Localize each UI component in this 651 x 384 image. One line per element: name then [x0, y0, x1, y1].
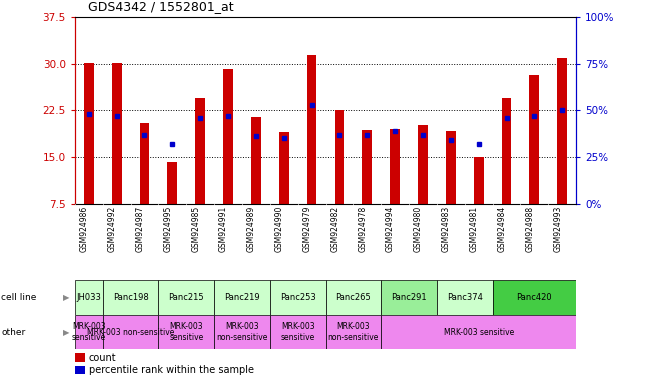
Bar: [167, 162, 177, 204]
Bar: [446, 131, 456, 204]
Text: MRK-003
sensitive: MRK-003 sensitive: [72, 323, 106, 342]
Text: MRK-003
sensitive: MRK-003 sensitive: [281, 323, 315, 342]
Bar: [195, 98, 205, 204]
Text: ▶: ▶: [63, 293, 70, 302]
Bar: [307, 55, 316, 204]
Text: Panc265: Panc265: [335, 293, 371, 302]
Text: GSM924986: GSM924986: [80, 206, 89, 252]
Text: other: other: [1, 328, 25, 337]
Bar: [335, 111, 344, 204]
Bar: [270, 280, 326, 315]
Text: percentile rank within the sample: percentile rank within the sample: [89, 364, 254, 375]
Bar: [75, 353, 85, 362]
Bar: [75, 280, 103, 315]
Bar: [474, 157, 484, 204]
Text: MRK-003 non-sensitive: MRK-003 non-sensitive: [87, 328, 174, 337]
Text: MRK-003 sensitive: MRK-003 sensitive: [443, 328, 514, 337]
Text: GSM924981: GSM924981: [469, 206, 478, 252]
Bar: [502, 98, 512, 204]
Bar: [381, 315, 576, 349]
Bar: [251, 117, 261, 204]
Text: cell line: cell line: [1, 293, 36, 302]
Text: GSM924987: GSM924987: [135, 206, 145, 252]
Bar: [75, 366, 85, 374]
Text: JH033: JH033: [76, 293, 101, 302]
Bar: [112, 63, 122, 204]
Text: GSM924990: GSM924990: [275, 206, 284, 252]
Text: Panc215: Panc215: [169, 293, 204, 302]
Text: GSM924980: GSM924980: [414, 206, 423, 252]
Bar: [363, 130, 372, 204]
Bar: [214, 280, 270, 315]
Bar: [493, 280, 576, 315]
Text: Panc374: Panc374: [447, 293, 482, 302]
Text: Panc219: Panc219: [224, 293, 260, 302]
Bar: [103, 315, 158, 349]
Bar: [418, 125, 428, 204]
Bar: [103, 280, 158, 315]
Text: GSM924985: GSM924985: [191, 206, 201, 252]
Bar: [223, 70, 233, 204]
Bar: [390, 129, 400, 204]
Bar: [279, 132, 288, 204]
Bar: [84, 63, 94, 204]
Text: GSM924992: GSM924992: [107, 206, 117, 252]
Text: GSM924989: GSM924989: [247, 206, 256, 252]
Text: count: count: [89, 353, 117, 362]
Bar: [437, 280, 493, 315]
Text: GSM924979: GSM924979: [303, 206, 312, 252]
Bar: [214, 315, 270, 349]
Text: GSM924994: GSM924994: [386, 206, 395, 252]
Text: MRK-003
non-sensitive: MRK-003 non-sensitive: [327, 323, 379, 342]
Bar: [529, 75, 539, 204]
Text: GSM924988: GSM924988: [525, 206, 534, 252]
Bar: [326, 315, 381, 349]
Bar: [158, 280, 214, 315]
Text: GSM924978: GSM924978: [358, 206, 367, 252]
Text: GSM924982: GSM924982: [331, 206, 339, 252]
Text: ▶: ▶: [63, 328, 70, 337]
Text: GSM924984: GSM924984: [497, 206, 506, 252]
Bar: [326, 280, 381, 315]
Bar: [381, 280, 437, 315]
Text: Panc253: Panc253: [280, 293, 316, 302]
Bar: [158, 315, 214, 349]
Text: MRK-003
sensitive: MRK-003 sensitive: [169, 323, 203, 342]
Text: Panc420: Panc420: [516, 293, 552, 302]
Bar: [557, 58, 567, 204]
Bar: [270, 315, 326, 349]
Text: GDS4342 / 1552801_at: GDS4342 / 1552801_at: [88, 0, 234, 13]
Bar: [75, 315, 103, 349]
Text: Panc291: Panc291: [391, 293, 427, 302]
Text: GSM924983: GSM924983: [442, 206, 450, 252]
Text: GSM924993: GSM924993: [553, 206, 562, 252]
Text: MRK-003
non-sensitive: MRK-003 non-sensitive: [216, 323, 268, 342]
Text: Panc198: Panc198: [113, 293, 148, 302]
Bar: [139, 123, 149, 204]
Text: GSM924995: GSM924995: [163, 206, 173, 252]
Text: GSM924991: GSM924991: [219, 206, 228, 252]
